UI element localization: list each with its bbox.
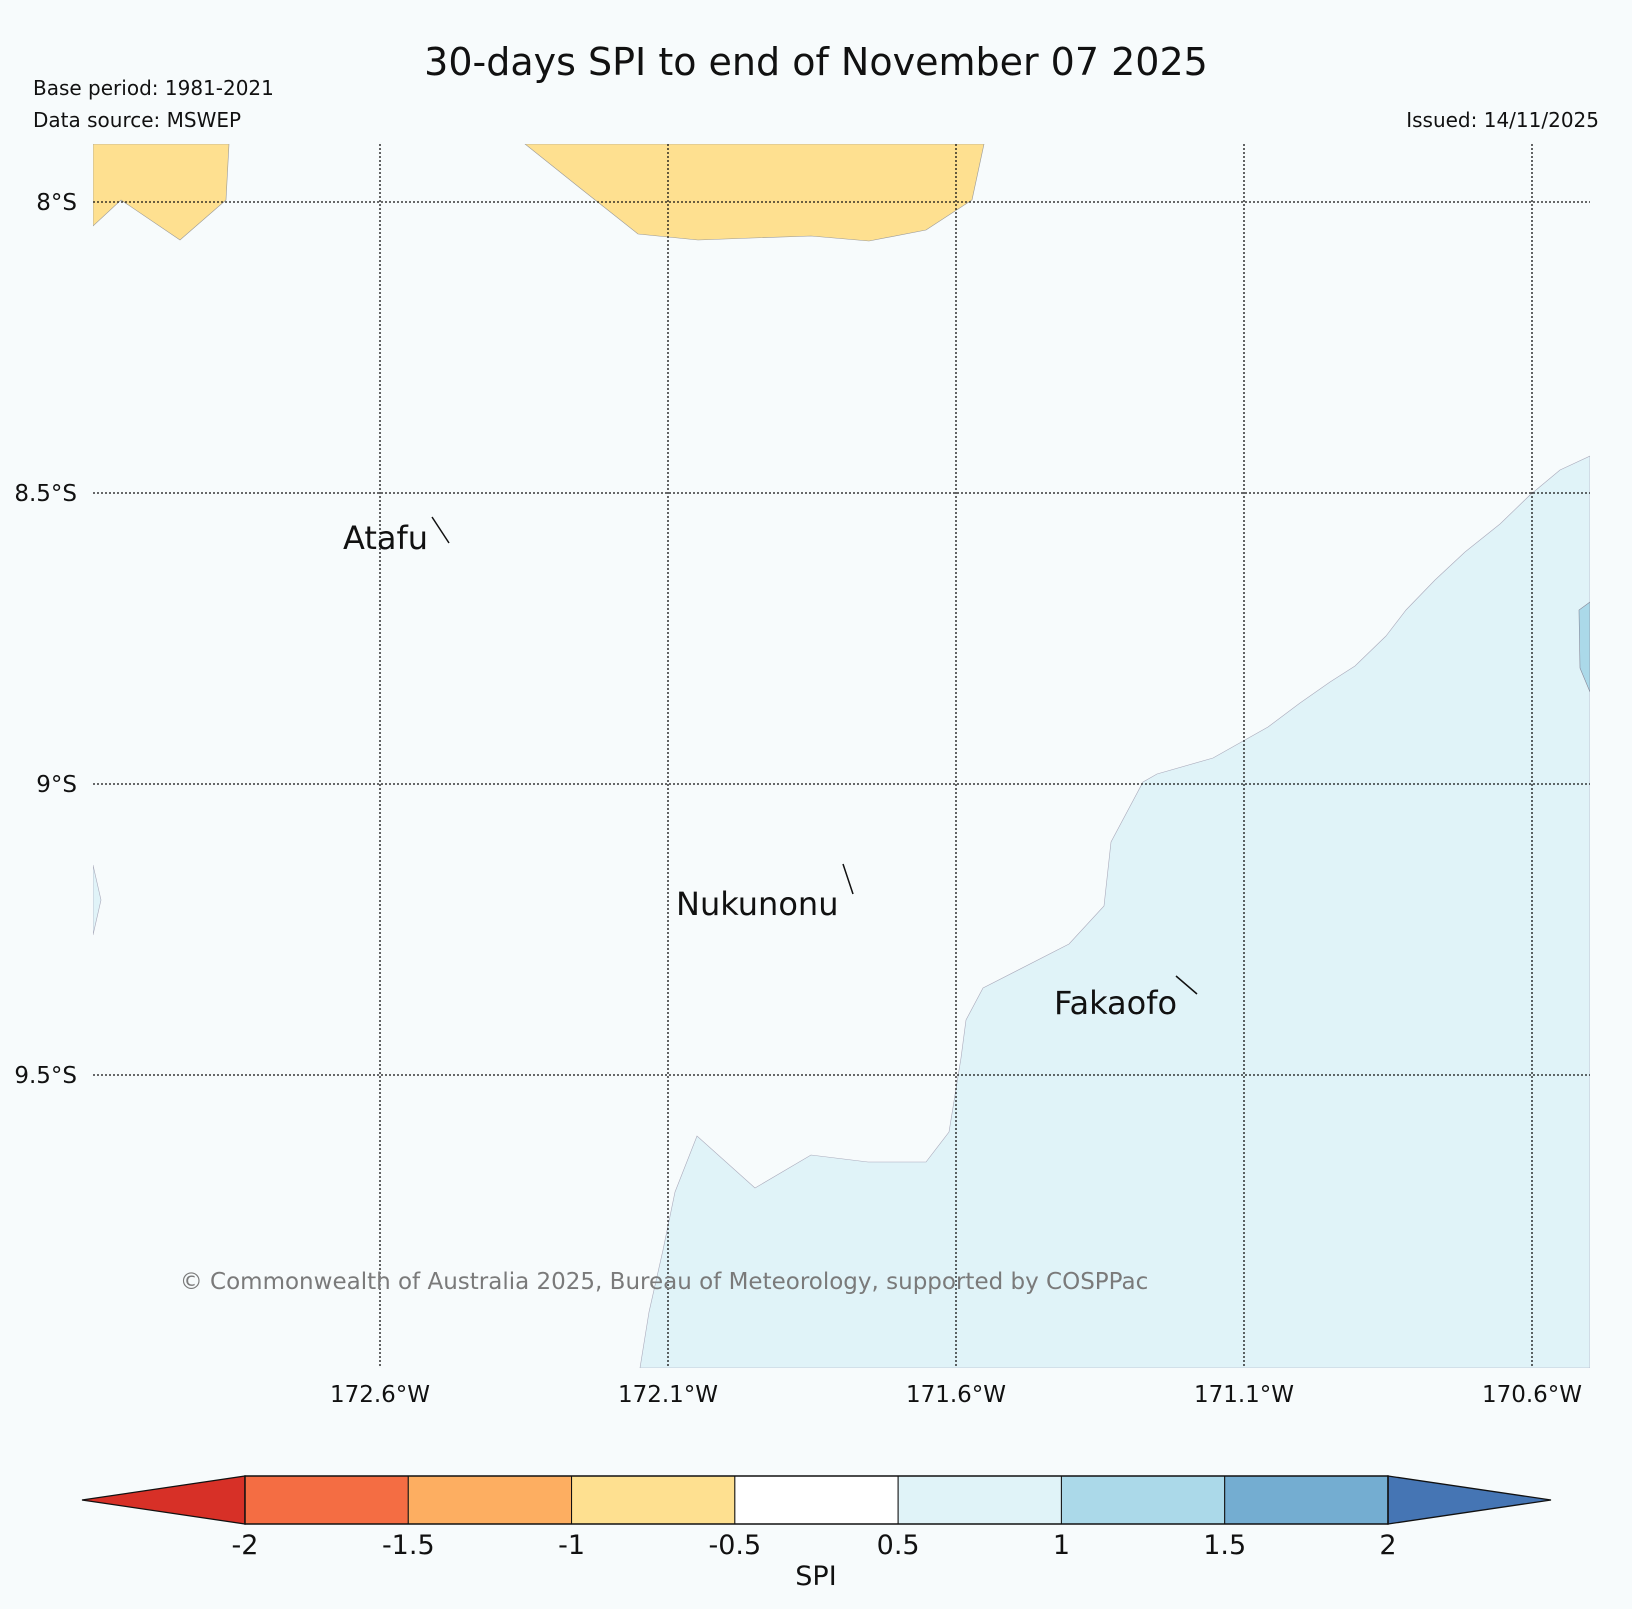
spi-colorbar: -2 -1.5 -1 -0.5 0.5 1 1.5 2	[81, 1475, 1552, 1561]
latitude-labels: 8°S 8.5°S 9°S 9.5°S	[14, 190, 77, 1089]
colorbar-segment	[897, 1475, 1062, 1525]
colorbar-extend-low	[81, 1475, 246, 1525]
lon-tick-label: 171.1°W	[1194, 1382, 1294, 1408]
place-label-nukunonu: Nukunonu	[676, 885, 838, 923]
lon-tick-label: 171.6°W	[906, 1382, 1006, 1408]
longitude-labels: 172.6°W 172.1°W 171.6°W 171.1°W 170.6°W	[330, 1382, 1582, 1408]
spi-region-dry-northwest	[93, 144, 230, 241]
lat-tick-label: 9.5°S	[14, 1063, 77, 1089]
colorbar-tick-label: -0.5	[709, 1530, 762, 1561]
copyright-notice: © Commonwealth of Australia 2025, Bureau…	[180, 1269, 1149, 1295]
spi-region-dry-north	[524, 144, 985, 242]
map-title: 30-days SPI to end of November 07 2025	[424, 40, 1208, 84]
colorbar-segment	[407, 1475, 573, 1525]
colorbar-extend-high	[1387, 1475, 1552, 1525]
place-marker-line	[1175, 975, 1198, 995]
lon-tick-label: 172.6°W	[330, 1382, 430, 1408]
lon-tick-label: 172.1°W	[618, 1382, 718, 1408]
spi-shading	[93, 144, 1590, 1368]
colorbar-tick-label: 1.5	[1203, 1530, 1246, 1561]
place-marker-line	[431, 516, 450, 544]
colorbar-tick-label: -1	[558, 1530, 585, 1561]
graticule	[93, 144, 1590, 1368]
colorbar-tick-label: 1	[1053, 1530, 1070, 1561]
place-label-atafu: Atafu	[343, 519, 428, 557]
place-labels: Atafu Nukunonu Fakaofo	[343, 516, 1198, 1022]
colorbar-tick-label: 2	[1379, 1530, 1396, 1561]
lat-tick-label: 8°S	[36, 190, 77, 216]
spi-region-wet-east	[1578, 601, 1590, 693]
base-period: Base period: 1981-2021	[33, 76, 274, 100]
place-label-fakaofo: Fakaofo	[1054, 984, 1177, 1022]
colorbar-segment	[571, 1475, 736, 1525]
colorbar-tick-label: 0.5	[877, 1530, 920, 1561]
colorbar-segment	[244, 1475, 409, 1525]
data-source: Data source: MSWEP	[33, 108, 242, 132]
colorbar-label: SPI	[795, 1561, 836, 1592]
colorbar-outline	[244, 1475, 1389, 1525]
colorbar-tick-label: -2	[232, 1530, 259, 1561]
lon-tick-label: 170.6°W	[1482, 1382, 1582, 1408]
place-marker-line	[842, 863, 854, 895]
lat-tick-label: 9°S	[36, 772, 77, 798]
colorbar-segment	[734, 1475, 899, 1525]
colorbar-segment	[1224, 1475, 1389, 1525]
lat-tick-label: 8.5°S	[14, 481, 77, 507]
spi-region-wet-west-sliver	[93, 864, 102, 936]
colorbar-tick-label: -1.5	[382, 1530, 435, 1561]
colorbar-segment	[1060, 1475, 1226, 1525]
spi-region-wet-southeast	[639, 455, 1590, 1368]
issued-date: Issued: 14/11/2025	[1406, 108, 1599, 132]
